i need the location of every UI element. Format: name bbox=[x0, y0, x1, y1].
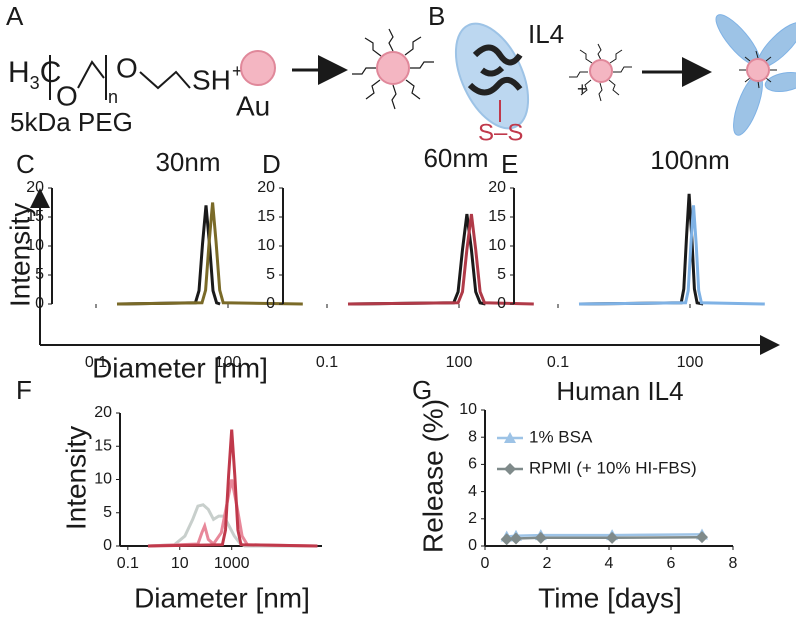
panel-label: A bbox=[6, 1, 24, 31]
chart-title: 100nm bbox=[650, 145, 730, 175]
marker bbox=[606, 531, 619, 544]
y-tick-label: 4 bbox=[468, 483, 477, 500]
x-tick-label: 2 bbox=[543, 555, 552, 572]
bond bbox=[139, 70, 191, 90]
x-tick-label: 1000 bbox=[214, 555, 250, 572]
y-tick-label: 10 bbox=[488, 237, 506, 254]
panel-label: C bbox=[16, 149, 35, 179]
marker bbox=[500, 533, 513, 546]
protein-structure bbox=[467, 44, 523, 96]
protein-label: IL4 bbox=[528, 19, 564, 49]
panel-label: B bbox=[428, 1, 445, 31]
panel-label: D bbox=[262, 149, 281, 179]
legend-label: 1% BSA bbox=[529, 427, 593, 446]
series-line bbox=[147, 479, 318, 548]
bond bbox=[77, 60, 105, 89]
atom: H bbox=[8, 56, 30, 89]
y-tick-label: 5 bbox=[497, 266, 506, 283]
x-tick-label: 0.1 bbox=[316, 354, 338, 371]
peg-label: 5kDa PEG bbox=[10, 107, 133, 137]
y-tick-label: 20 bbox=[488, 179, 506, 196]
x-tick-label: 4 bbox=[605, 555, 614, 572]
x-tick-label: 8 bbox=[729, 555, 738, 572]
y-tick-label: 15 bbox=[488, 208, 506, 225]
panel-label: F bbox=[16, 375, 32, 405]
y-tick-label: 6 bbox=[468, 456, 477, 473]
series-line bbox=[147, 503, 318, 548]
marker bbox=[534, 531, 547, 544]
y-tick-label: 10 bbox=[257, 237, 275, 254]
series-line bbox=[578, 205, 765, 306]
x-tick-label: 0 bbox=[481, 555, 490, 572]
x-tick-label: 10 bbox=[171, 555, 189, 572]
x-tick-label: 100 bbox=[215, 354, 242, 371]
marker bbox=[696, 531, 708, 544]
series-line bbox=[147, 429, 318, 548]
subscript: n bbox=[108, 87, 118, 107]
y-tick-label: 0 bbox=[497, 295, 506, 312]
series-line bbox=[116, 202, 303, 306]
bond-label: S–S bbox=[478, 119, 523, 146]
atom: O bbox=[56, 80, 78, 111]
subscript: 3 bbox=[30, 73, 40, 93]
legend-label: RPMI (+ 10% HI-FBS) bbox=[529, 458, 697, 477]
y-axis-label: Release (%) bbox=[417, 399, 448, 553]
chart-title: Human IL4 bbox=[556, 376, 683, 406]
y-tick-label: 2 bbox=[468, 510, 477, 527]
x-tick-label: 0.1 bbox=[117, 555, 139, 572]
y-tick-label: 10 bbox=[26, 237, 44, 254]
x-tick-label: 0.1 bbox=[547, 354, 569, 371]
x-axis-label: Diameter [nm] bbox=[134, 582, 310, 613]
conjugated-particle bbox=[715, 14, 796, 136]
chart-title: 30nm bbox=[155, 147, 220, 177]
panel-label: G bbox=[412, 375, 432, 405]
x-tick-label: 0.1 bbox=[85, 354, 107, 371]
x-tick-label: 100 bbox=[677, 354, 704, 371]
y-tick-label: 15 bbox=[26, 208, 44, 225]
y-tick-label: 15 bbox=[257, 208, 275, 225]
series-line bbox=[347, 213, 534, 306]
atom: SH bbox=[192, 64, 231, 95]
y-tick-label: 5 bbox=[266, 266, 275, 283]
x-tick-label: 100 bbox=[446, 354, 473, 371]
formula: H3C bbox=[8, 56, 61, 93]
x-axis-label: Time [days] bbox=[538, 582, 682, 613]
panel-label: E bbox=[501, 149, 518, 179]
x-axis-label: Diameter [nm] bbox=[92, 352, 268, 383]
y-tick-label: 10 bbox=[459, 401, 477, 418]
plus: + bbox=[577, 79, 588, 99]
chart-title: 60nm bbox=[423, 143, 488, 173]
pegylated-particle bbox=[569, 43, 632, 102]
y-tick-label: 20 bbox=[26, 179, 44, 196]
y-tick-label: 5 bbox=[35, 266, 44, 283]
x-tick-label: 6 bbox=[667, 555, 676, 572]
y-axis-label: Intensity bbox=[60, 426, 91, 530]
y-tick-label: 15 bbox=[94, 437, 112, 454]
series-line bbox=[578, 193, 704, 306]
marker bbox=[504, 463, 516, 475]
series-line bbox=[116, 205, 221, 306]
series-line bbox=[347, 213, 486, 306]
marker bbox=[504, 432, 516, 443]
y-tick-label: 0 bbox=[103, 537, 112, 554]
marker bbox=[510, 532, 522, 545]
y-tick-label: 0 bbox=[266, 295, 275, 312]
y-axis-label: Intensity bbox=[4, 203, 35, 307]
plus: + bbox=[232, 61, 243, 81]
y-tick-label: 0 bbox=[35, 295, 44, 312]
y-tick-label: 10 bbox=[94, 471, 112, 488]
y-tick-label: 20 bbox=[94, 404, 112, 421]
gold-particle bbox=[240, 50, 276, 86]
atom: Au bbox=[236, 90, 270, 121]
y-tick-label: 20 bbox=[257, 179, 275, 196]
y-tick-label: 5 bbox=[103, 504, 112, 521]
atom: O bbox=[116, 52, 138, 83]
pegylated-particle bbox=[352, 28, 434, 110]
y-tick-label: 0 bbox=[468, 537, 477, 554]
y-tick-label: 8 bbox=[468, 428, 477, 445]
